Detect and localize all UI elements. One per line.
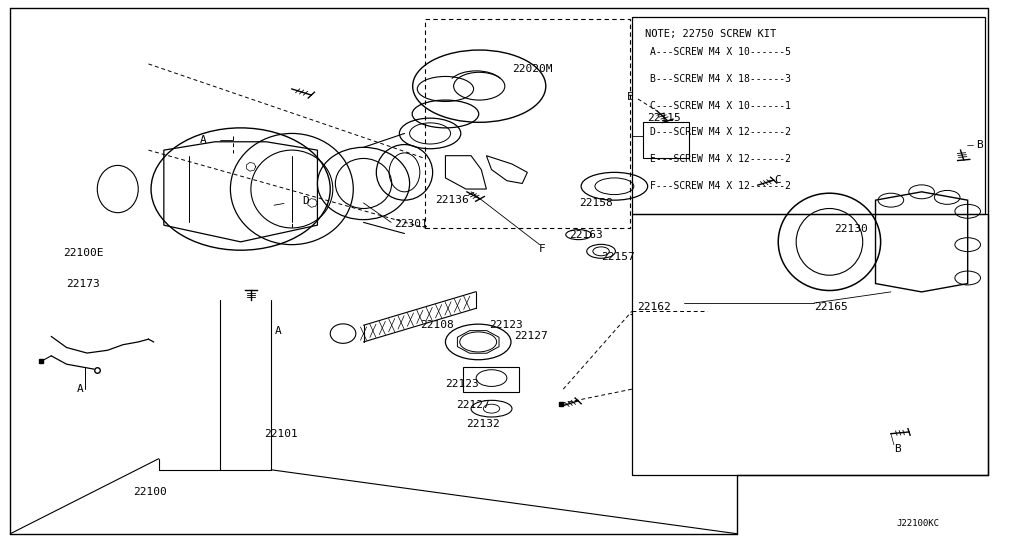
Text: 22100: 22100 [133, 487, 167, 497]
Text: D---SCREW M4 X 12------2: D---SCREW M4 X 12------2 [650, 127, 792, 137]
Bar [643, 122, 689, 158]
Text: E---SCREW M4 X 12------2: E---SCREW M4 X 12------2 [650, 154, 792, 164]
Text: 22020M: 22020M [512, 64, 553, 75]
Text: 22163: 22163 [569, 230, 603, 240]
Bar [463, 367, 519, 392]
Text: A: A [77, 384, 84, 394]
Text: A: A [200, 135, 207, 145]
Text: 22157: 22157 [601, 252, 635, 262]
Text: 22123: 22123 [489, 320, 523, 330]
Text: 22132: 22132 [466, 419, 500, 429]
Text: F: F [539, 244, 546, 254]
Text: F---SCREW M4 X 12------2: F---SCREW M4 X 12------2 [650, 181, 792, 191]
Text: 22100E: 22100E [63, 248, 104, 258]
Text: J22100KC: J22100KC [896, 519, 939, 528]
Bar [425, 19, 630, 228]
Text: 22101: 22101 [264, 429, 298, 439]
Text: B: B [976, 140, 983, 150]
Text: 22130: 22130 [835, 224, 868, 234]
Bar [632, 17, 985, 214]
Text: 22165: 22165 [814, 302, 848, 312]
Text: 22123: 22123 [445, 379, 479, 389]
Text: A: A [274, 326, 282, 336]
Text: 22136: 22136 [435, 195, 469, 205]
Text: B: B [894, 444, 901, 454]
Text: C: C [774, 175, 781, 185]
Text: NOTE; 22750 SCREW KIT: NOTE; 22750 SCREW KIT [645, 29, 776, 39]
Text: 22162: 22162 [637, 302, 671, 312]
Text: 22127: 22127 [514, 331, 548, 341]
Text: D: D [302, 196, 309, 206]
Text: 22108: 22108 [420, 320, 454, 330]
Text: C---SCREW M4 X 10------1: C---SCREW M4 X 10------1 [650, 101, 792, 111]
Bar [632, 214, 988, 475]
Text: A---SCREW M4 X 10------5: A---SCREW M4 X 10------5 [650, 47, 792, 57]
Text: B---SCREW M4 X 18------3: B---SCREW M4 X 18------3 [650, 74, 792, 84]
Text: 22115: 22115 [647, 113, 681, 123]
Text: E: E [627, 92, 634, 102]
Text: 22158: 22158 [580, 198, 613, 208]
Text: 22173: 22173 [67, 279, 100, 289]
Text: 22127: 22127 [456, 400, 489, 410]
Text: 22301: 22301 [394, 219, 428, 229]
